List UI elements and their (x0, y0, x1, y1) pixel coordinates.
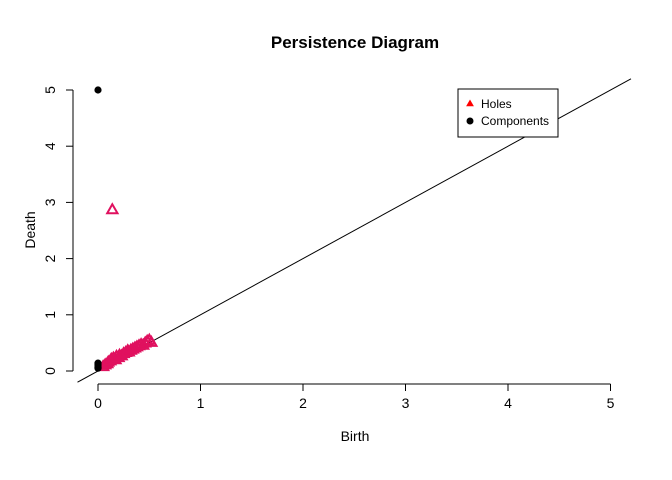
y-tick-label: 2 (42, 254, 58, 262)
x-axis-label: Birth (341, 428, 370, 444)
legend-box (457, 88, 559, 138)
y-axis-label: Death (22, 211, 38, 248)
y-tick-label: 4 (42, 142, 58, 150)
x-tick-label: 3 (402, 395, 410, 411)
legend: Holes Components (457, 88, 559, 138)
component-point (94, 86, 102, 94)
legend-label-components: Components (481, 114, 549, 128)
x-tick-label: 4 (504, 395, 512, 411)
y-tick-label: 5 (42, 86, 58, 94)
x-tick-label: 2 (299, 395, 307, 411)
x-tick-label: 0 (94, 395, 102, 411)
y-tick-label: 3 (42, 198, 58, 206)
x-tick-label: 5 (607, 395, 615, 411)
hole-point (105, 202, 120, 215)
legend-components-icon (466, 117, 474, 125)
legend-label-holes: Holes (481, 97, 512, 111)
plot-layer: 0 1 2 3 4 5 0 1 2 3 4 5 (42, 78, 632, 411)
x-tick-label: 1 (197, 395, 205, 411)
component-point (94, 364, 102, 372)
y-tick-label: 0 (42, 367, 58, 375)
hole-point (144, 334, 159, 347)
legend-holes-icon (466, 99, 474, 107)
chart-title: Persistence Diagram (271, 33, 439, 52)
y-tick-label: 1 (42, 311, 58, 319)
